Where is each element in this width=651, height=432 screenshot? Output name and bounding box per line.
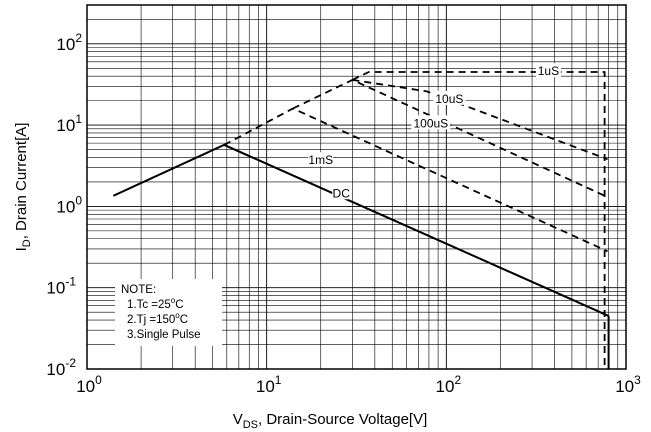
series-10us-line [352,79,608,161]
note-title: NOTE: [121,284,156,296]
curve-labels: DC 1mS 100uS 10uS 1uS [308,63,561,200]
curve-label-bg [332,185,351,200]
series-layer [112,71,610,369]
note-background [115,279,222,346]
curve-label-dc: DC [333,186,351,200]
y-tick-label: 100 [56,193,82,216]
curve-label-bg [308,152,334,167]
y-tick-label: 102 [56,31,82,54]
y-axis-label: ID, Drain Current[A] [13,123,33,252]
curve-label-bg [411,115,451,130]
x-tick-label: 103 [615,373,641,396]
note-line: 3.Single Pulse [127,329,201,341]
series-1us-line [352,71,606,369]
curve-label-100us: 100uS [413,116,448,130]
plot-frame [86,4,627,370]
x-tick-label: 101 [256,373,282,396]
x-axis-label: VDS, Drain-Source Voltage[V] [233,411,428,431]
note-line: 1.Tc =25oC [127,296,184,311]
y-tick-label: 10-1 [46,275,76,298]
curve-label-1us: 1uS [538,64,559,78]
x-tick-labels: 100 101 102 103 [76,373,641,396]
x-tick-label: 100 [76,373,102,396]
curve-label-bg [535,63,561,78]
note-line: 2.Tj =150oC [127,311,188,326]
curve-label-10us: 10uS [435,92,463,106]
grid [86,4,626,370]
y-tick-label: 101 [56,112,82,135]
y-tick-labels: 10-2 10-1 100 101 102 [46,31,82,379]
y-tick-label: 10-2 [46,356,76,379]
curve-label-1ms: 1mS [308,153,333,167]
curve-label-bg [433,90,466,105]
x-tick-label: 102 [436,373,462,396]
